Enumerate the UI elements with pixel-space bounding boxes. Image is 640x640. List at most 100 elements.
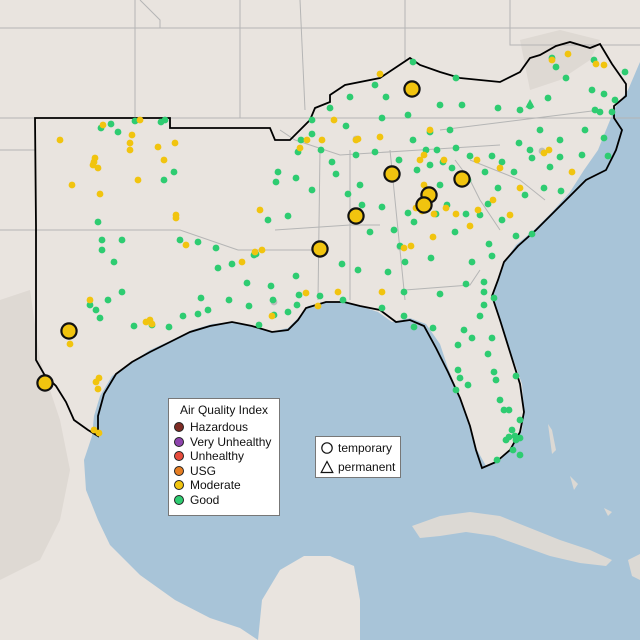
good-site-marker[interactable] [96,314,104,322]
good-site-marker[interactable] [342,122,350,130]
good-site-marker[interactable] [481,168,489,176]
good-site-marker[interactable] [588,86,596,94]
moderate-site-marker[interactable] [516,184,524,192]
good-site-marker[interactable] [354,266,362,274]
good-site-marker[interactable] [264,216,272,224]
good-site-marker[interactable] [516,434,524,442]
good-site-marker[interactable] [212,244,220,252]
good-site-marker[interactable] [86,301,94,309]
good-site-marker[interactable] [509,446,517,454]
moderate-site-marker[interactable] [238,258,246,266]
good-site-marker[interactable] [378,203,386,211]
good-site-marker[interactable] [476,312,484,320]
moderate-site-marker[interactable] [473,156,481,164]
good-site-marker[interactable] [410,323,418,331]
good-site-marker[interactable] [400,312,408,320]
moderate-site-marker[interactable] [86,296,94,304]
good-site-marker[interactable] [413,166,421,174]
good-site-marker[interactable] [528,154,536,162]
good-site-marker[interactable] [176,236,184,244]
good-site-marker[interactable] [317,146,325,154]
moderate-site-marker[interactable] [506,211,514,219]
moderate-site-marker[interactable] [496,164,504,172]
moderate-site-marker[interactable] [334,288,342,296]
moderate-site-marker[interactable] [126,146,134,154]
good-site-marker[interactable] [130,322,138,330]
moderate-site-marker[interactable] [489,196,497,204]
good-site-marker[interactable] [488,334,496,342]
good-site-marker[interactable] [484,350,492,358]
temporary-monitor-marker[interactable] [415,196,433,214]
moderate-site-marker[interactable] [95,374,103,382]
moderate-site-marker[interactable] [452,210,460,218]
moderate-site-marker[interactable] [474,206,482,214]
good-site-marker[interactable] [344,190,352,198]
moderate-site-marker[interactable] [171,139,179,147]
moderate-site-marker[interactable] [154,143,162,151]
temporary-monitor-marker[interactable] [60,322,78,340]
moderate-site-marker[interactable] [466,222,474,230]
good-site-marker[interactable] [466,152,474,160]
good-site-marker[interactable] [98,246,106,254]
moderate-site-marker[interactable] [303,136,311,144]
temporary-monitor-marker[interactable] [36,374,54,392]
moderate-site-marker[interactable] [400,244,408,252]
good-site-marker[interactable] [293,301,301,309]
moderate-site-marker[interactable] [420,181,428,189]
good-site-marker[interactable] [110,258,118,266]
good-site-marker[interactable] [352,151,360,159]
good-site-marker[interactable] [448,164,456,172]
good-site-marker[interactable] [308,130,316,138]
good-site-marker[interactable] [456,374,464,382]
good-site-marker[interactable] [458,101,466,109]
moderate-site-marker[interactable] [429,233,437,241]
good-site-marker[interactable] [214,264,222,272]
good-site-marker[interactable] [492,376,500,384]
good-site-marker[interactable] [228,260,236,268]
temporary-monitor-marker[interactable] [453,170,471,188]
moderate-site-marker[interactable] [314,302,322,310]
good-site-marker[interactable] [401,258,409,266]
good-site-marker[interactable] [621,68,629,76]
good-site-marker[interactable] [433,146,441,154]
good-site-marker[interactable] [600,134,608,142]
good-site-marker[interactable] [295,291,303,299]
good-site-marker[interactable] [468,334,476,342]
moderate-site-marker[interactable] [94,385,102,393]
good-site-marker[interactable] [446,126,454,134]
good-site-marker[interactable] [516,106,524,114]
good-site-marker[interactable] [496,396,504,404]
good-site-marker[interactable] [269,296,277,304]
good-site-marker[interactable] [484,200,492,208]
good-site-marker[interactable] [358,201,366,209]
moderate-site-marker[interactable] [95,429,103,437]
moderate-site-marker[interactable] [352,136,360,144]
good-site-marker[interactable] [462,280,470,288]
moderate-site-marker[interactable] [172,214,180,222]
good-site-marker[interactable] [316,292,324,300]
good-site-marker[interactable] [92,306,100,314]
good-site-marker[interactable] [292,272,300,280]
good-site-marker[interactable] [462,210,470,218]
good-site-marker[interactable] [332,170,340,178]
moderate-site-marker[interactable] [376,70,384,78]
good-site-marker[interactable] [498,216,506,224]
good-site-marker[interactable] [502,436,510,444]
good-site-marker[interactable] [429,324,437,332]
good-site-marker[interactable] [604,152,612,160]
good-site-marker[interactable] [243,279,251,287]
good-site-marker[interactable] [118,288,126,296]
moderate-site-marker[interactable] [148,320,156,328]
moderate-site-marker[interactable] [296,144,304,152]
good-site-marker[interactable] [409,58,417,66]
good-site-marker[interactable] [452,74,460,82]
permanent-monitor-marker[interactable] [525,99,535,108]
good-site-marker[interactable] [427,254,435,262]
moderate-site-marker[interactable] [136,116,144,124]
temporary-monitor-marker[interactable] [311,240,329,258]
good-site-marker[interactable] [395,156,403,164]
good-site-marker[interactable] [366,228,374,236]
moderate-site-marker[interactable] [182,241,190,249]
good-site-marker[interactable] [409,136,417,144]
moderate-site-marker[interactable] [96,190,104,198]
